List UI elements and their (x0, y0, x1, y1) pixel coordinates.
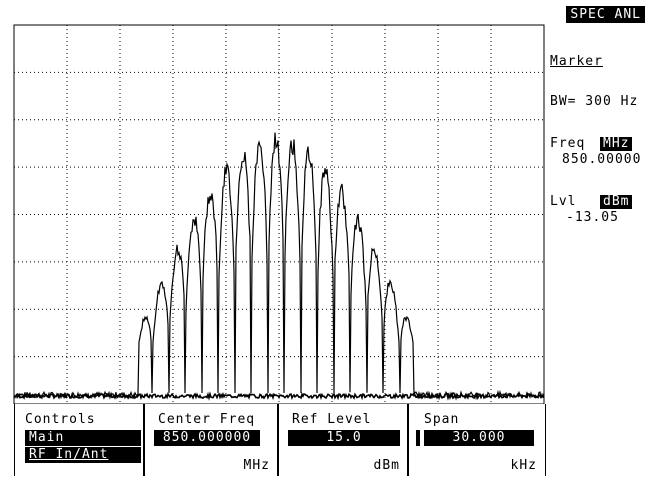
controls-item-main[interactable]: Main (25, 430, 141, 446)
span-value[interactable]: 30.000 (424, 430, 534, 446)
span-cursor-mark (416, 430, 420, 446)
ref-level-panel[interactable]: Ref Level 15.0 dBm (277, 404, 409, 476)
graticule-grid (14, 25, 544, 404)
center-freq-unit: MHz (243, 458, 270, 473)
marker-freq-label: Freq (550, 136, 586, 151)
spectrum-display (13, 24, 545, 404)
controls-panel: Controls Main RF In/Ant (14, 404, 145, 476)
marker-freq-unit: MHz (600, 137, 633, 151)
marker-level-value: -13.05 (566, 210, 619, 225)
ref-level-unit: dBm (373, 458, 400, 473)
ref-level-value[interactable]: 15.0 (288, 430, 400, 446)
span-label: Span (424, 412, 460, 427)
marker-title[interactable]: Marker (550, 54, 603, 69)
center-freq-label: Center Freq (158, 412, 256, 427)
marker-bandwidth: BW= 300 Hz (550, 94, 639, 109)
controls-label: Controls (25, 412, 96, 427)
ref-level-label: Ref Level (292, 412, 372, 427)
spectrum-trace-floor (13, 391, 545, 401)
mode-badge: SPEC ANL (566, 6, 645, 23)
center-freq-panel[interactable]: Center Freq 850.000000 MHz (143, 404, 279, 476)
marker-level-unit: dBm (600, 195, 633, 209)
span-panel[interactable]: Span 30.000 kHz (407, 404, 546, 476)
marker-level-label: Lvl (550, 194, 577, 209)
marker-freq-value: 850.00000 (562, 152, 642, 167)
span-unit: kHz (510, 458, 537, 473)
center-freq-value[interactable]: 850.000000 (154, 430, 260, 446)
controls-item-rf-in-ant[interactable]: RF In/Ant (25, 447, 141, 463)
